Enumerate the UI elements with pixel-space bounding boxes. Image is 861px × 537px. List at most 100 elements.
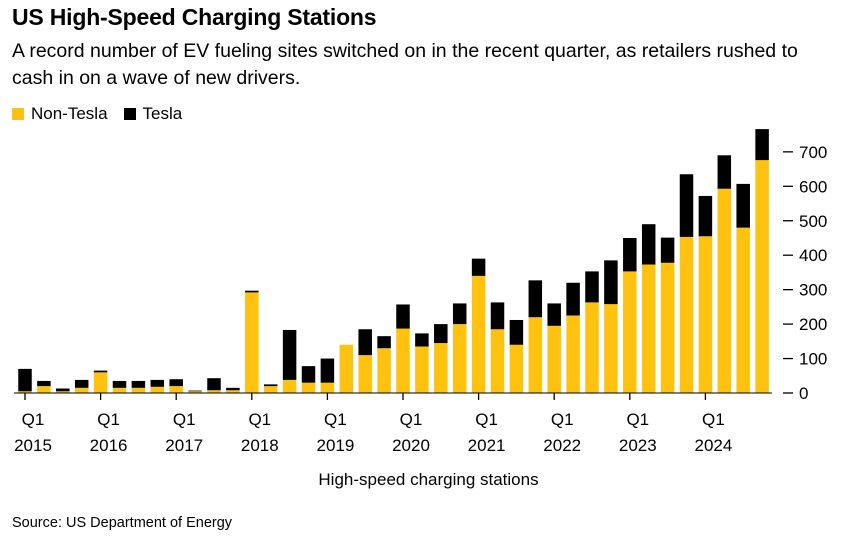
x-tick-quarter-2023: Q1 bbox=[626, 410, 649, 429]
bar-tesla-7 bbox=[150, 379, 165, 387]
bar-non-tesla-26 bbox=[509, 344, 524, 393]
bar-non-tesla-39 bbox=[755, 160, 769, 393]
x-tick-year-2023: 2023 bbox=[619, 436, 657, 455]
bar-tesla-36 bbox=[698, 195, 713, 237]
bar-tesla-22 bbox=[434, 324, 448, 344]
bar-non-tesla-14 bbox=[282, 379, 297, 393]
x-axis-label: High-speed charging stations bbox=[318, 470, 539, 489]
bar-non-tesla-2 bbox=[56, 391, 70, 393]
bar-non-tesla-28 bbox=[547, 325, 561, 393]
bar-tesla-37 bbox=[717, 155, 732, 189]
bar-tesla-10 bbox=[207, 378, 221, 391]
bar-non-tesla-32 bbox=[623, 271, 637, 393]
x-tick-year-2019: 2019 bbox=[316, 436, 354, 455]
bar-non-tesla-17 bbox=[339, 344, 354, 393]
bar-non-tesla-3 bbox=[74, 387, 89, 393]
bar-tesla-12 bbox=[245, 290, 259, 293]
bar-tesla-27 bbox=[528, 280, 543, 318]
legend-label-tesla: Tesla bbox=[142, 104, 183, 123]
chart-subtitle: A record number of EV fueling sites swit… bbox=[12, 40, 798, 89]
bar-non-tesla-20 bbox=[396, 328, 410, 393]
x-tick-year-2015: 2015 bbox=[14, 436, 52, 455]
bar-non-tesla-4 bbox=[93, 372, 108, 393]
bar-non-tesla-23 bbox=[452, 324, 467, 393]
y-tick-label-300: 300 bbox=[799, 281, 827, 300]
legend-swatch-tesla bbox=[123, 108, 136, 120]
x-tick-quarter-2020: Q1 bbox=[400, 410, 423, 429]
bar-tesla-3 bbox=[74, 379, 89, 388]
legend-item-tesla: Tesla bbox=[123, 104, 183, 124]
bar-tesla-18 bbox=[358, 329, 372, 356]
bar-tesla-8 bbox=[169, 379, 183, 387]
chart-title: US High-Speed Charging Stations bbox=[12, 4, 377, 30]
bar-tesla-14 bbox=[282, 329, 297, 380]
x-tick-quarter-2022: Q1 bbox=[551, 410, 574, 429]
bar-tesla-23 bbox=[452, 303, 467, 325]
x-tick-year-2024: 2024 bbox=[694, 436, 732, 455]
x-tick-year-2022: 2022 bbox=[543, 436, 581, 455]
bar-non-tesla-1 bbox=[37, 386, 51, 393]
bar-non-tesla-33 bbox=[641, 264, 656, 393]
bar-non-tesla-12 bbox=[245, 292, 259, 393]
bar-non-tesla-24 bbox=[471, 275, 486, 393]
bar-tesla-2 bbox=[56, 388, 70, 392]
bar-non-tesla-0 bbox=[18, 391, 32, 393]
bar-non-tesla-21 bbox=[415, 346, 429, 393]
bar-non-tesla-31 bbox=[604, 304, 618, 393]
y-tick-label-700: 700 bbox=[799, 143, 827, 162]
bar-tesla-35 bbox=[679, 174, 694, 237]
bar-tesla-24 bbox=[471, 258, 486, 276]
x-tick-quarter-2019: Q1 bbox=[324, 410, 347, 429]
y-tick-label-0: 0 bbox=[799, 384, 808, 403]
x-tick-year-2017: 2017 bbox=[165, 436, 203, 455]
x-tick-year-2021: 2021 bbox=[468, 436, 506, 455]
x-tick-quarter-2024: Q1 bbox=[702, 410, 725, 429]
bar-non-tesla-6 bbox=[131, 387, 146, 393]
bar-non-tesla-36 bbox=[698, 236, 713, 393]
bar-non-tesla-37 bbox=[717, 188, 732, 393]
legend-label-non-tesla: Non-Tesla bbox=[31, 104, 108, 123]
bar-non-tesla-7 bbox=[150, 386, 165, 393]
bar-tesla-15 bbox=[301, 366, 316, 383]
bar-tesla-31 bbox=[604, 260, 618, 305]
bar-non-tesla-15 bbox=[301, 382, 316, 393]
bar-tesla-39 bbox=[755, 129, 769, 161]
bar-tesla-6 bbox=[131, 380, 146, 388]
bar-tesla-19 bbox=[377, 336, 391, 349]
bar-tesla-1 bbox=[37, 380, 51, 387]
bar-tesla-26 bbox=[509, 319, 524, 345]
bar-tesla-0 bbox=[18, 368, 32, 392]
bar-tesla-4 bbox=[93, 370, 108, 373]
bar-tesla-25 bbox=[490, 302, 505, 330]
bar-non-tesla-16 bbox=[320, 382, 335, 393]
x-tick-quarter-2016: Q1 bbox=[97, 410, 120, 429]
bar-non-tesla-13 bbox=[263, 386, 278, 393]
bar-non-tesla-10 bbox=[207, 390, 221, 393]
bar-tesla-29 bbox=[566, 282, 580, 316]
x-tick-quarter-2015: Q1 bbox=[22, 410, 45, 429]
bar-tesla-9 bbox=[188, 390, 202, 392]
x-tick-quarter-2017: Q1 bbox=[173, 410, 196, 429]
bar-tesla-16 bbox=[320, 358, 335, 383]
bar-tesla-11 bbox=[226, 387, 240, 391]
bar-non-tesla-25 bbox=[490, 329, 505, 393]
bar-tesla-33 bbox=[641, 224, 656, 265]
legend-swatch-non-tesla bbox=[12, 108, 24, 120]
y-tick-label-600: 600 bbox=[799, 177, 827, 196]
x-tick-year-2020: 2020 bbox=[392, 436, 430, 455]
bar-non-tesla-38 bbox=[736, 227, 750, 393]
x-tick-year-2018: 2018 bbox=[241, 436, 279, 455]
bar-tesla-30 bbox=[585, 271, 599, 303]
bar-tesla-21 bbox=[415, 333, 429, 347]
bar-non-tesla-9 bbox=[188, 391, 202, 393]
x-tick-quarter-2018: Q1 bbox=[248, 410, 271, 429]
source-note: Source: US Department of Energy bbox=[12, 515, 233, 531]
y-tick-label-200: 200 bbox=[799, 315, 827, 334]
bar-non-tesla-34 bbox=[660, 262, 675, 393]
x-tick-year-2016: 2016 bbox=[90, 436, 128, 455]
bar-tesla-13 bbox=[263, 384, 278, 387]
legend: Non-Tesla Tesla bbox=[12, 104, 198, 124]
bar-non-tesla-30 bbox=[585, 302, 599, 393]
bar-tesla-5 bbox=[112, 380, 127, 388]
